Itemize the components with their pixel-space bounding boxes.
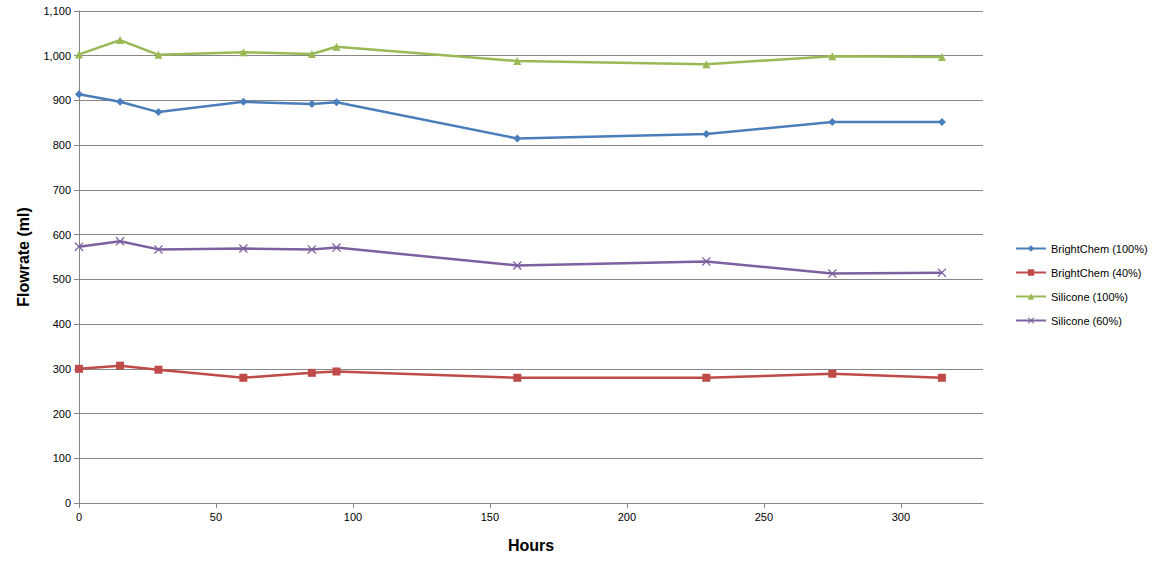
svg-text:BrightChem (40%): BrightChem (40%) — [1051, 267, 1141, 279]
svg-text:300: 300 — [53, 363, 71, 375]
svg-text:800: 800 — [53, 139, 71, 151]
svg-text:100: 100 — [344, 511, 362, 523]
svg-text:900: 900 — [53, 94, 71, 106]
svg-text:0: 0 — [65, 497, 71, 509]
svg-text:250: 250 — [755, 511, 773, 523]
svg-text:BrightChem (100%): BrightChem (100%) — [1051, 243, 1148, 255]
svg-text:50: 50 — [210, 511, 222, 523]
svg-text:300: 300 — [892, 511, 910, 523]
svg-text:1,000: 1,000 — [43, 50, 71, 62]
svg-text:600: 600 — [53, 229, 71, 241]
svg-text:Hours: Hours — [508, 537, 554, 554]
svg-text:700: 700 — [53, 184, 71, 196]
svg-text:200: 200 — [618, 511, 636, 523]
svg-text:150: 150 — [481, 511, 499, 523]
svg-text:500: 500 — [53, 273, 71, 285]
svg-text:100: 100 — [53, 452, 71, 464]
svg-text:Silicone (100%): Silicone (100%) — [1051, 291, 1128, 303]
svg-text:0: 0 — [76, 511, 82, 523]
svg-text:200: 200 — [53, 408, 71, 420]
svg-text:400: 400 — [53, 318, 71, 330]
svg-text:Silicone (60%): Silicone (60%) — [1051, 315, 1122, 327]
svg-text:Flowrate (ml): Flowrate (ml) — [15, 207, 32, 307]
svg-text:1,100: 1,100 — [43, 5, 71, 17]
